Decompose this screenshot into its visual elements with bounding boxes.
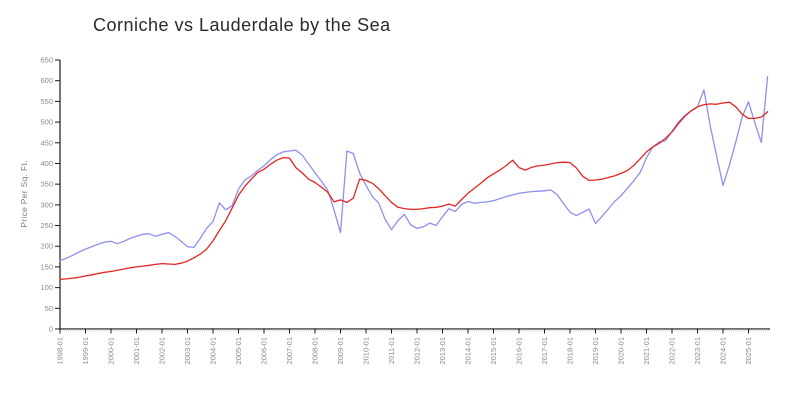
x-tick-label: 2013-01 [438, 337, 447, 365]
x-tick-label: 2001-01 [132, 337, 141, 365]
x-tick-label: 2015-01 [489, 337, 498, 365]
x-tick-label: 2012-01 [413, 337, 422, 365]
y-tick-label: 600 [40, 76, 53, 85]
x-tick-label: 2009-01 [336, 337, 345, 365]
y-tick-label: 150 [40, 262, 53, 271]
series-line-lauderdale-by-the-sea [59, 101, 769, 280]
x-tick-label: 2008-01 [311, 337, 320, 365]
x-tick-label: 2018-01 [566, 337, 575, 365]
x-tick-label: 2003-01 [183, 337, 192, 365]
y-tick-label: 350 [40, 180, 53, 189]
x-tick-label: 2011-01 [387, 337, 396, 364]
plot-area: 0 50 100 150 200 250 300 350 400 450 500 550 600 650 1… [40, 56, 770, 365]
y-tick-label: 50 [45, 304, 53, 313]
x-tick-label: 1998-01 [56, 337, 65, 365]
x-tick-label: 2023-01 [693, 337, 702, 365]
x-tick-label: 2017-01 [540, 337, 549, 365]
y-tick-label: 650 [40, 56, 53, 65]
x-tick-label: 2020-01 [617, 337, 626, 365]
x-tick-label: 2016-01 [515, 337, 524, 365]
series-line-corniche [59, 75, 769, 262]
y-tick-label: 450 [40, 138, 53, 147]
y-tick-label: 100 [40, 283, 53, 292]
y-tick-label: 550 [40, 97, 53, 106]
y-tick-label: 400 [40, 159, 53, 168]
y-tick-label: 500 [40, 118, 53, 127]
x-tick-label: 2021-01 [642, 337, 651, 365]
x-tick-label: 2000-01 [107, 337, 116, 365]
y-tick-label: 250 [40, 221, 53, 230]
x-tick-label: 2002-01 [158, 337, 167, 365]
x-tick-label: 2014-01 [464, 337, 473, 365]
x-tick-label: 2005-01 [234, 337, 243, 365]
x-tick-label: 2006-01 [260, 337, 269, 365]
x-tick-label: 2019-01 [591, 337, 600, 365]
x-tick-label: 1999-01 [81, 337, 90, 365]
y-tick-label: 300 [40, 200, 53, 209]
x-tick-label: 2004-01 [209, 337, 218, 365]
x-tick-label: 2010-01 [362, 337, 371, 365]
y-axis-label: Price Per Sq. Ft. [19, 160, 29, 227]
x-tick-label: 2007-01 [285, 337, 294, 365]
x-tick-label: 2022-01 [668, 337, 677, 365]
chart-title: Corniche vs Lauderdale by the Sea [93, 15, 391, 35]
x-tick-label: 2024-01 [719, 337, 728, 365]
x-tick-label: 2025-01 [744, 337, 753, 365]
y-tick-label: 0 [49, 325, 53, 334]
y-tick-label: 200 [40, 242, 53, 251]
